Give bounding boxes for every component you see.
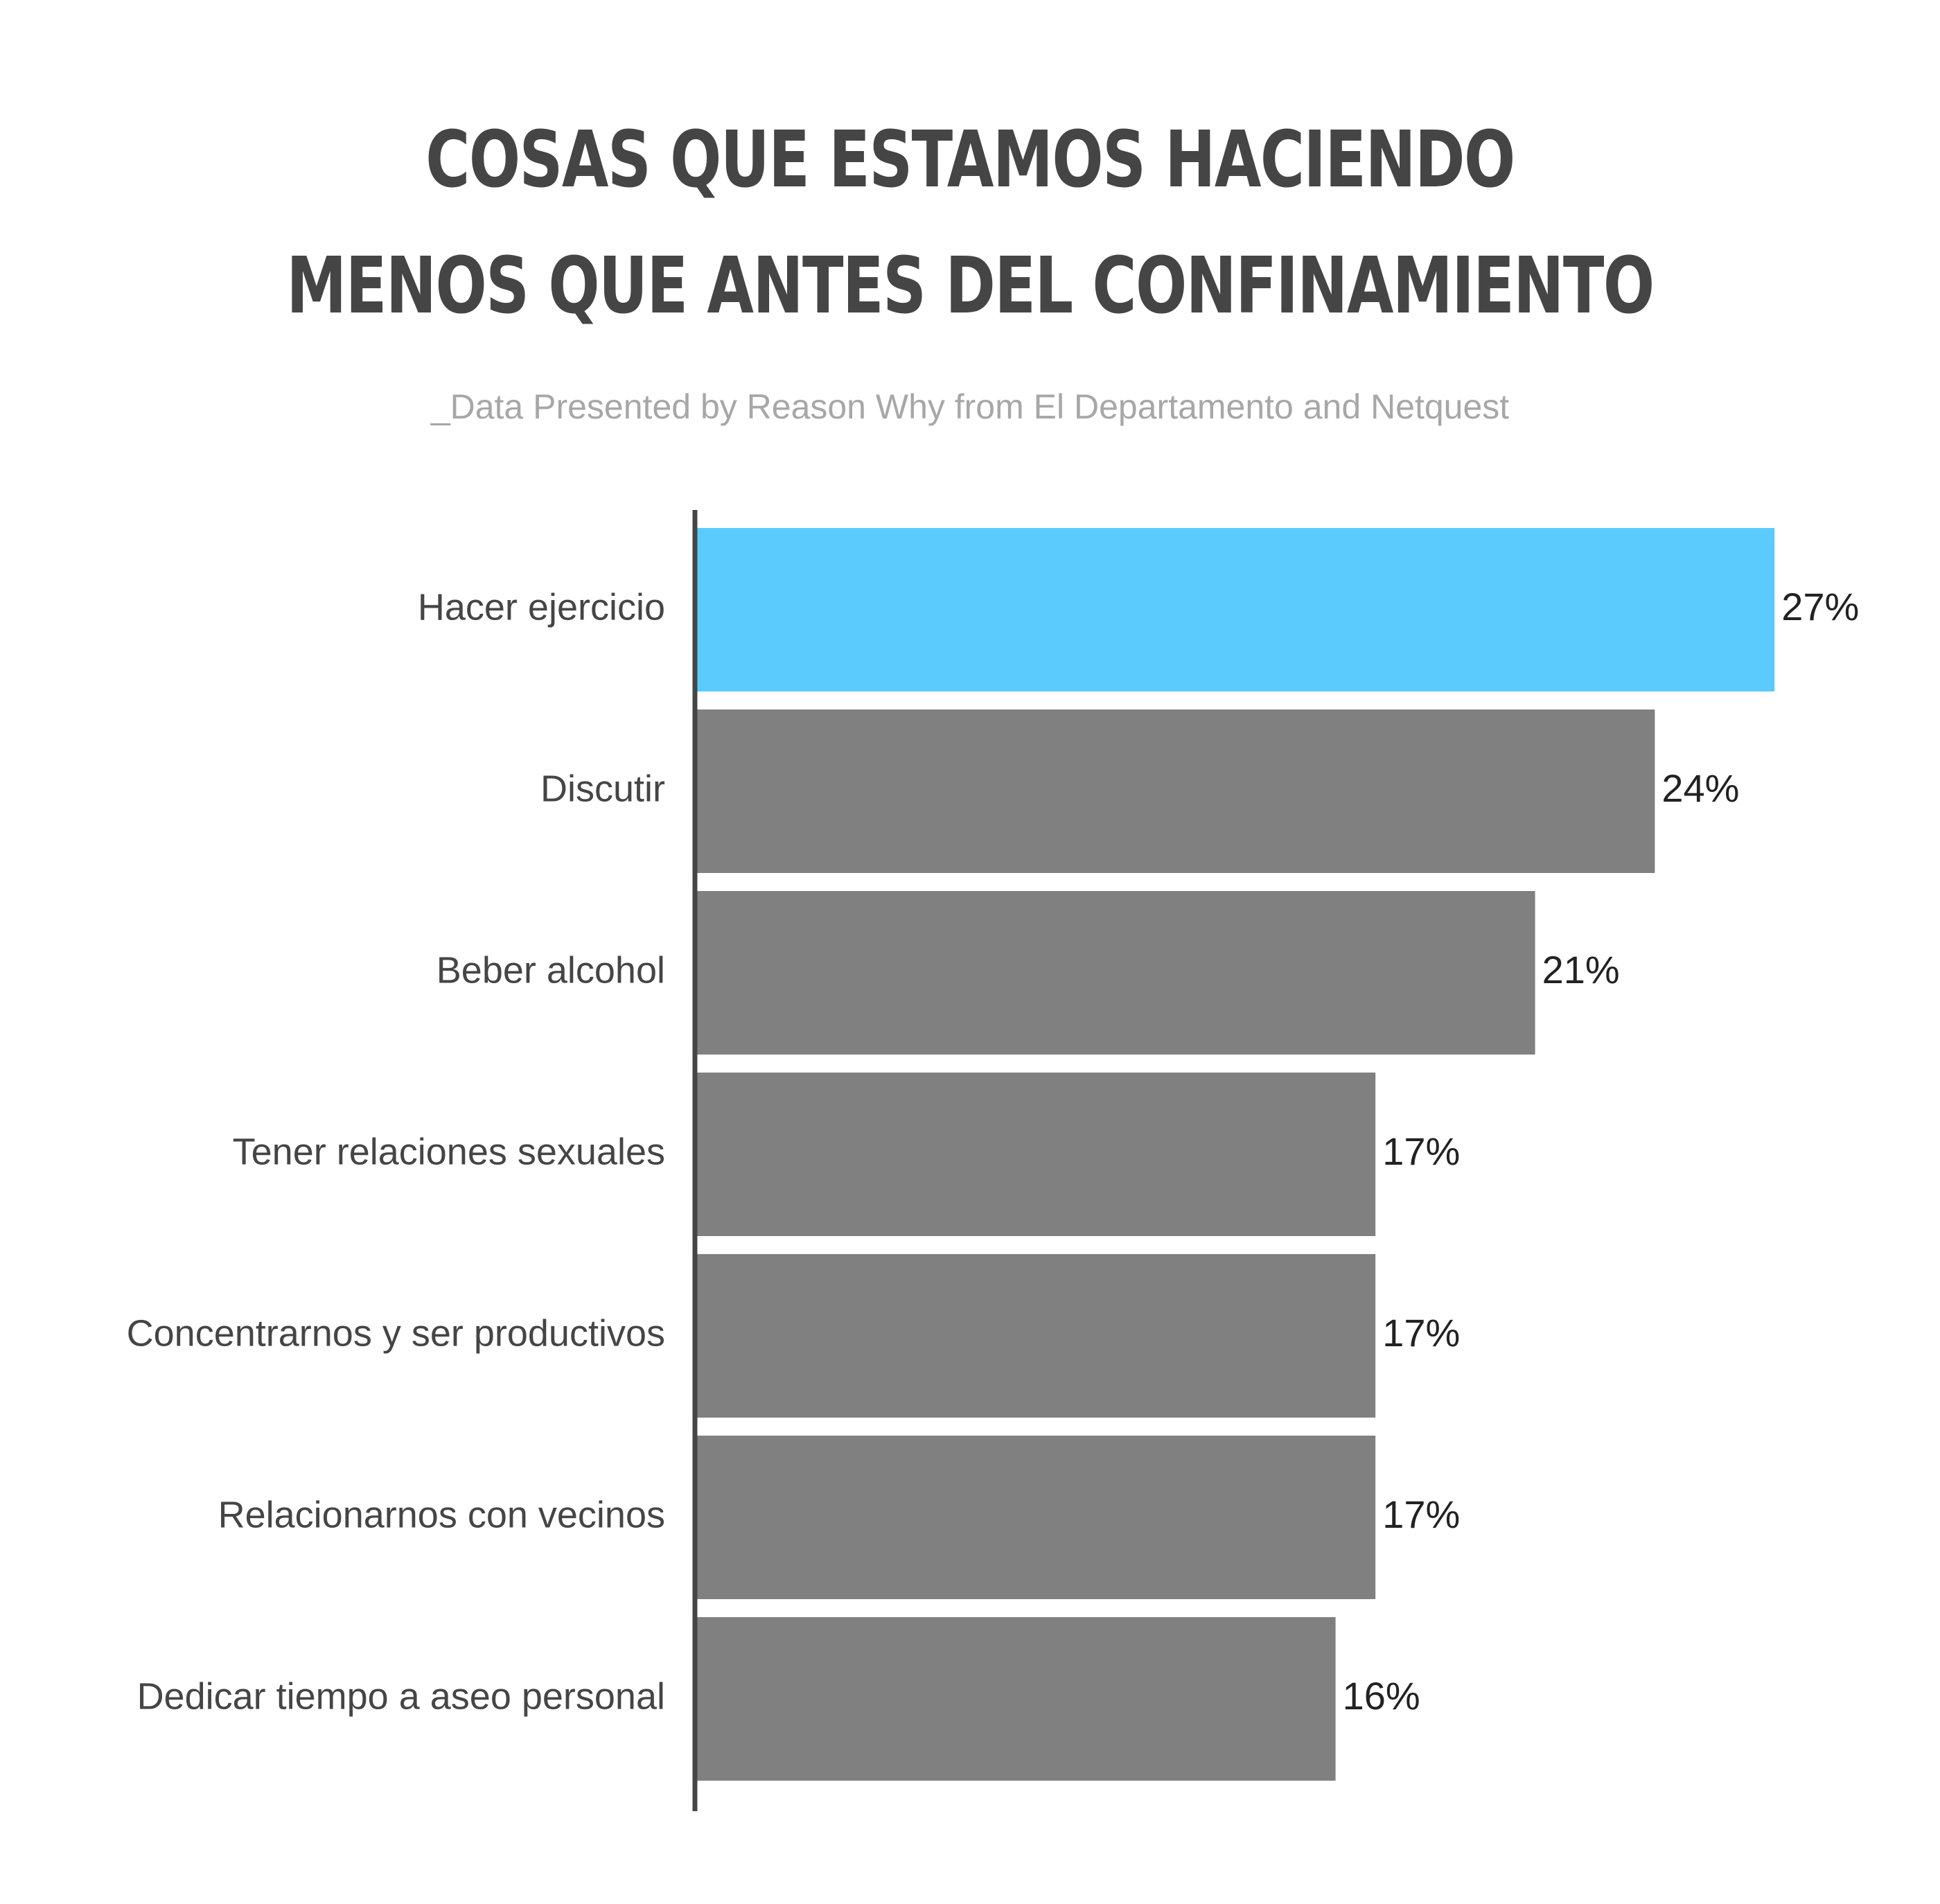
- category-label-6: Dedicar tiempo a aseo personal: [137, 1675, 665, 1717]
- value-label-3: 17%: [1382, 1129, 1460, 1173]
- value-label-4: 17%: [1382, 1311, 1460, 1355]
- chart-subtitle: _Data Presented by Reason Why from El De…: [430, 387, 1510, 426]
- category-labels-group: Hacer ejercicio Discutir Beber alcohol Tene…: [127, 586, 665, 1717]
- bars-group: [697, 528, 1775, 1781]
- value-label-0: 27%: [1781, 585, 1859, 628]
- bar-6: [697, 1617, 1336, 1781]
- category-label-2: Beber alcohol: [436, 949, 665, 991]
- chart-title-line-1: COSAS QUE ESTAMOS HACIENDO: [425, 115, 1515, 205]
- value-label-2: 21%: [1542, 948, 1620, 991]
- bar-0: [697, 528, 1775, 691]
- chart-title-line-2: MENOS QUE ANTES DEL CONFINAMIENTO: [286, 241, 1655, 331]
- category-label-5: Relacionarnos con vecinos: [218, 1494, 665, 1535]
- value-label-6: 16%: [1343, 1674, 1420, 1718]
- category-label-4: Concentrarnos y ser productivos: [127, 1312, 665, 1354]
- bar-1: [697, 709, 1655, 873]
- bar-2: [697, 891, 1535, 1055]
- category-label-3: Tener relaciones sexuales: [233, 1131, 665, 1172]
- bar-4: [697, 1254, 1376, 1418]
- bar-5: [697, 1436, 1376, 1599]
- value-label-5: 17%: [1382, 1492, 1460, 1536]
- category-label-1: Discutir: [540, 768, 665, 809]
- category-label-0: Hacer ejercicio: [418, 586, 665, 628]
- bar-3: [697, 1073, 1376, 1236]
- value-label-1: 24%: [1661, 766, 1739, 810]
- value-labels-group: 27% 24% 21% 17% 17% 17% 16%: [1343, 585, 1860, 1718]
